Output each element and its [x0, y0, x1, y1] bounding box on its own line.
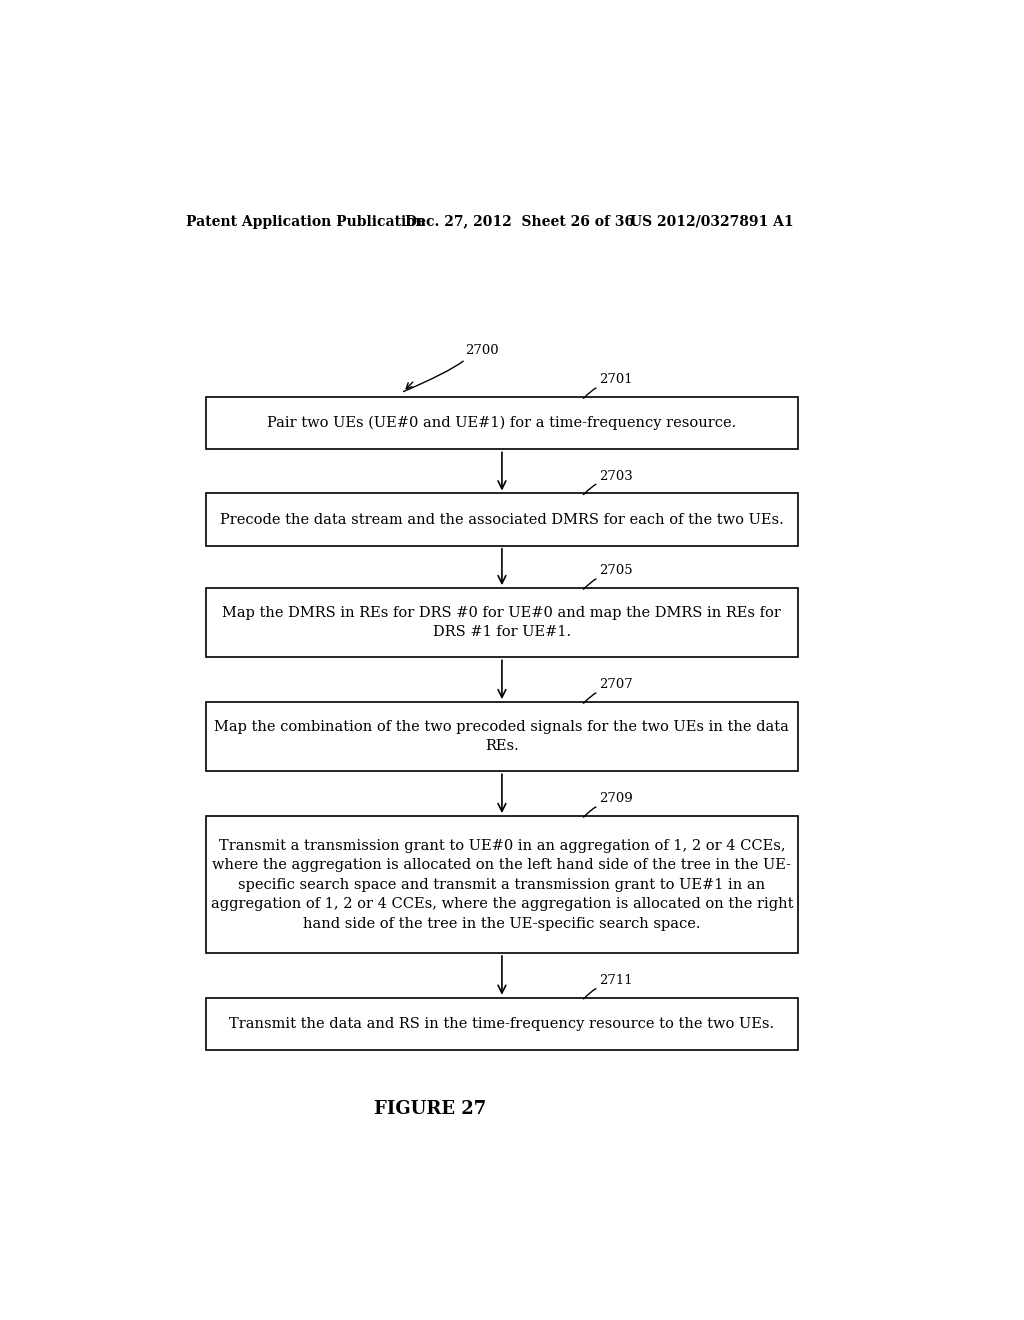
- Text: 2700: 2700: [465, 345, 499, 358]
- Text: 2711: 2711: [599, 974, 632, 987]
- Text: 2705: 2705: [599, 564, 632, 577]
- Text: 2709: 2709: [599, 792, 633, 805]
- Bar: [206, 494, 799, 545]
- Text: Map the DMRS in REs for DRS #0 for UE#0 and map the DMRS in REs for
DRS #1 for U: Map the DMRS in REs for DRS #0 for UE#0 …: [222, 606, 781, 639]
- Text: Patent Application Publication: Patent Application Publication: [186, 215, 426, 228]
- Text: Precode the data stream and the associated DMRS for each of the two UEs.: Precode the data stream and the associat…: [220, 512, 783, 527]
- Text: 2701: 2701: [599, 374, 632, 387]
- Text: Transmit a transmission grant to UE#0 in an aggregation of 1, 2 or 4 CCEs,
where: Transmit a transmission grant to UE#0 in…: [211, 838, 794, 931]
- Bar: [206, 816, 799, 953]
- Text: Dec. 27, 2012  Sheet 26 of 36: Dec. 27, 2012 Sheet 26 of 36: [406, 215, 635, 228]
- Text: Pair two UEs (UE#0 and UE#1) for a time-frequency resource.: Pair two UEs (UE#0 and UE#1) for a time-…: [267, 416, 736, 430]
- Bar: [206, 998, 799, 1051]
- Text: US 2012/0327891 A1: US 2012/0327891 A1: [630, 215, 794, 228]
- Text: 2703: 2703: [599, 470, 633, 483]
- Text: FIGURE 27: FIGURE 27: [374, 1101, 486, 1118]
- Text: Transmit the data and RS in the time-frequency resource to the two UEs.: Transmit the data and RS in the time-fre…: [229, 1016, 774, 1031]
- Bar: [206, 397, 799, 449]
- Bar: [206, 702, 799, 771]
- Text: Map the combination of the two precoded signals for the two UEs in the data
REs.: Map the combination of the two precoded …: [214, 719, 790, 754]
- Text: 2707: 2707: [599, 678, 633, 692]
- Bar: [206, 589, 799, 657]
